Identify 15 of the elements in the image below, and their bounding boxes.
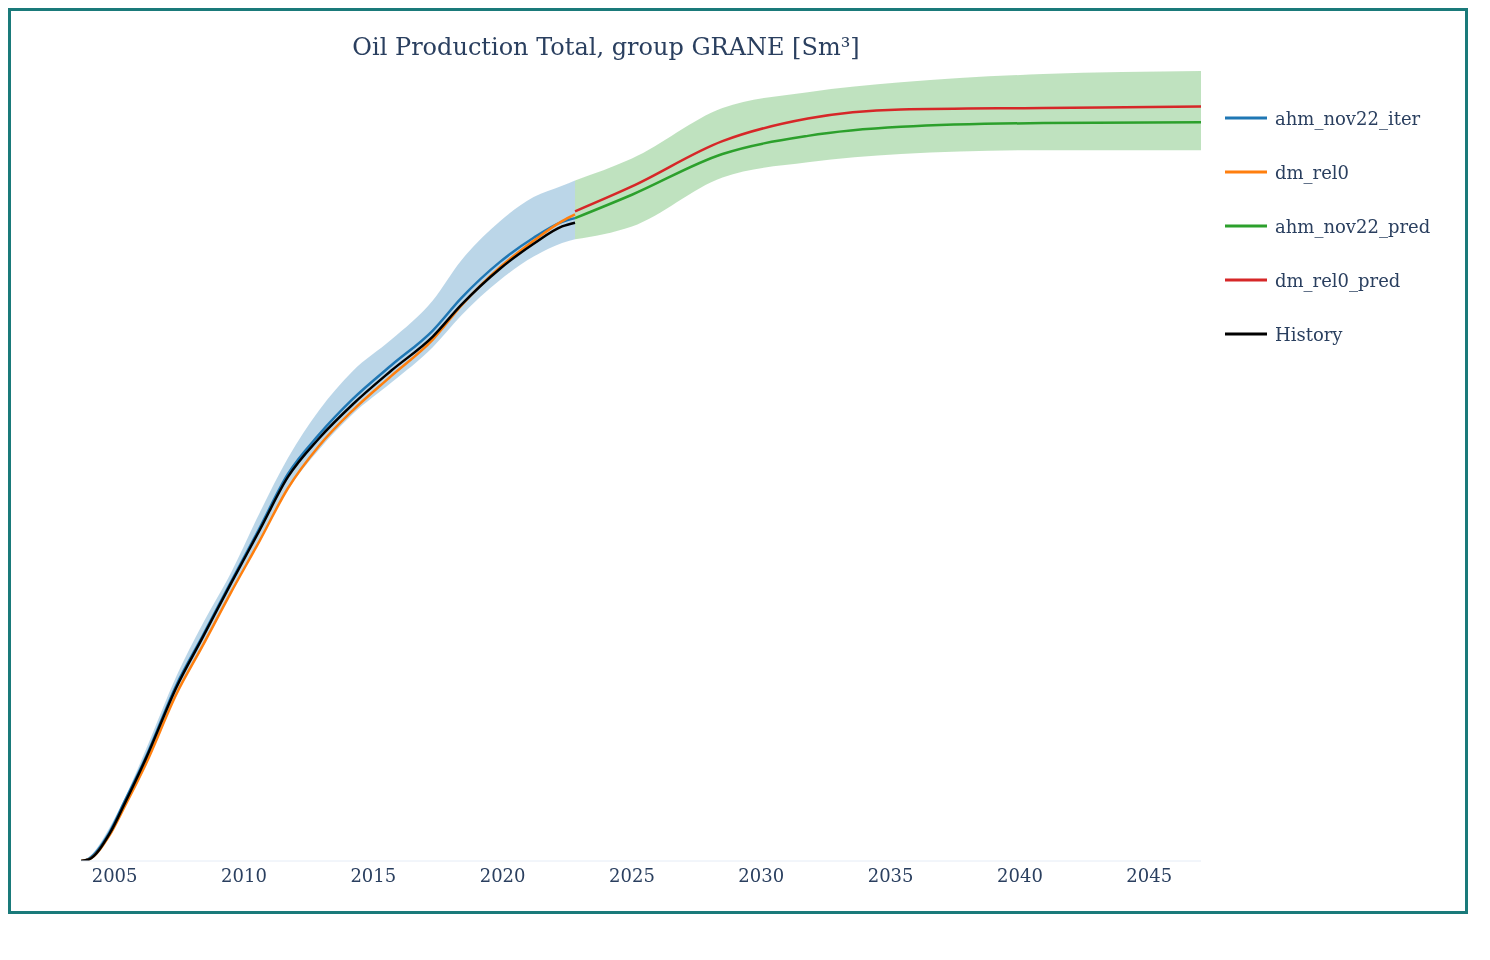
legend-label: History xyxy=(1275,323,1343,345)
x-tick-label: 2035 xyxy=(867,864,914,886)
legend-label: dm_rel0 xyxy=(1275,161,1350,183)
x-tick-label: 2030 xyxy=(738,864,785,886)
x-tick-label: 2010 xyxy=(221,864,267,886)
x-tick-label: 2015 xyxy=(350,864,397,886)
x-tick-label: 2040 xyxy=(997,864,1043,886)
x-tick-label: 2005 xyxy=(91,864,138,886)
x-tick-label: 2045 xyxy=(1126,864,1173,886)
x-tick-label: 2020 xyxy=(479,864,526,886)
legend-label: dm_rel0_pred xyxy=(1275,269,1401,291)
legend-label: ahm_nov22_pred xyxy=(1275,215,1431,237)
legend-label: ahm_nov22_iter xyxy=(1275,107,1421,129)
x-tick-label: 2025 xyxy=(609,864,655,886)
chart-title: Oil Production Total, group GRANE [Sm³] xyxy=(351,33,861,61)
